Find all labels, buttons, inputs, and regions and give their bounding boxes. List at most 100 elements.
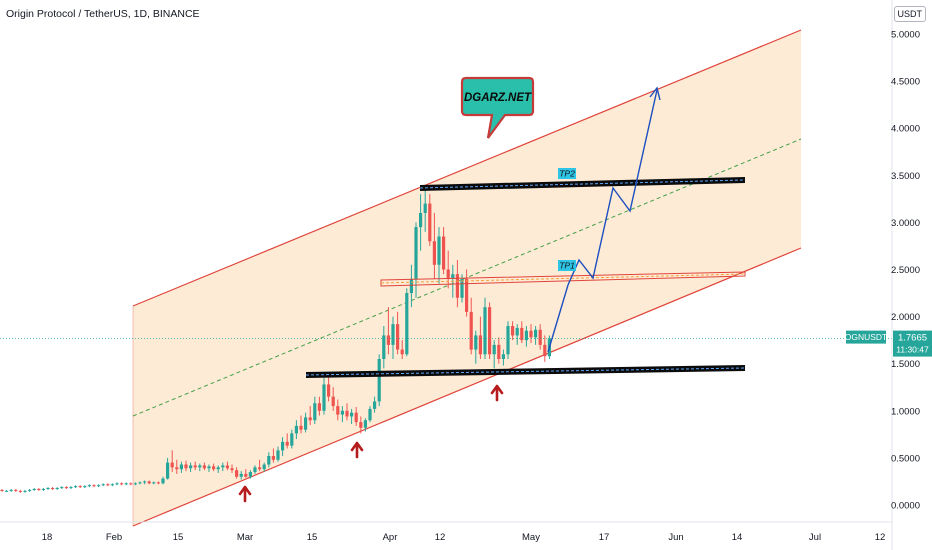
x-tick-label: 15 — [173, 532, 184, 543]
candle — [340, 406, 344, 423]
price-tag-countdown: 11:30:47 — [896, 345, 929, 355]
candle-body — [74, 486, 78, 488]
candle-body — [51, 488, 55, 490]
candle-body — [285, 441, 289, 446]
candle — [69, 486, 73, 489]
candle — [299, 415, 303, 434]
candle — [359, 416, 363, 434]
candle — [216, 465, 220, 473]
candle — [354, 407, 358, 426]
candle — [377, 354, 381, 407]
candle-body — [455, 274, 459, 298]
candle — [336, 399, 340, 421]
candle-body — [46, 488, 50, 490]
candle-body — [179, 464, 183, 470]
tp1-level — [380, 271, 746, 287]
candle — [14, 488, 18, 492]
support-level-center — [305, 367, 746, 376]
candle — [446, 250, 450, 289]
candle — [382, 326, 386, 369]
candle — [460, 274, 464, 303]
x-tick-label: Jun — [668, 532, 683, 543]
candle — [179, 461, 183, 473]
candle-body — [170, 462, 174, 468]
candle — [534, 326, 538, 345]
candle-body — [189, 465, 193, 469]
candle-body — [465, 278, 469, 312]
currency-button[interactable]: USDT — [893, 6, 926, 22]
candle — [442, 227, 446, 275]
candle-body — [60, 487, 64, 489]
x-tick-label: 14 — [732, 532, 743, 543]
candle — [524, 326, 528, 347]
candle-body — [207, 466, 211, 469]
candle — [87, 484, 91, 488]
support-level — [305, 365, 746, 378]
candle — [110, 483, 114, 487]
candle-body — [202, 465, 206, 469]
candle — [37, 488, 41, 491]
candle-body — [492, 344, 496, 355]
candle-body — [248, 472, 252, 477]
candle-body — [110, 484, 114, 486]
candle — [198, 463, 202, 472]
candle-body — [253, 467, 257, 473]
candle-body — [299, 425, 303, 430]
candle — [363, 418, 367, 432]
candle — [46, 487, 50, 490]
candle-body — [432, 241, 436, 265]
candle-body — [262, 464, 266, 470]
candle-body — [106, 484, 110, 486]
candle — [281, 437, 285, 457]
candle-body — [271, 456, 275, 460]
candle-body — [520, 327, 524, 341]
tp1-label-text: TP1 — [559, 261, 575, 271]
candle-body — [97, 485, 101, 487]
watermark-shape — [460, 76, 535, 139]
candle-body — [290, 433, 294, 446]
candle — [120, 482, 124, 486]
candle — [0, 488, 4, 492]
candle-body — [354, 412, 358, 423]
candle — [400, 340, 404, 359]
price-tag-value: 1.7665 — [898, 333, 927, 344]
candle — [267, 452, 271, 468]
candle-body — [308, 417, 312, 421]
candle — [331, 387, 335, 411]
candle-body — [437, 236, 441, 265]
candle — [23, 489, 27, 493]
candle-body — [317, 403, 321, 411]
x-tick-label: 12 — [875, 532, 886, 543]
candle-body — [538, 329, 542, 345]
candle — [419, 194, 423, 251]
tp2-level — [419, 177, 746, 191]
candle-body — [419, 212, 423, 228]
symbol-tag-text: OGNUSDT — [845, 332, 888, 342]
projection-path — [547, 89, 658, 353]
candle — [313, 396, 317, 424]
candle — [543, 335, 547, 362]
candle — [115, 482, 119, 486]
candle — [170, 450, 174, 473]
candle — [437, 227, 441, 284]
candle-body — [391, 324, 395, 345]
candle — [258, 459, 262, 472]
x-tick-label: 18 — [42, 532, 53, 543]
candle — [276, 446, 280, 462]
candle-body — [87, 485, 91, 487]
candle-body — [198, 465, 202, 468]
bounce-arrow — [238, 485, 252, 503]
projection-arrowhead — [649, 86, 661, 101]
candle — [423, 189, 427, 232]
candle-body — [474, 335, 478, 350]
candle-body — [506, 326, 510, 355]
candle-body — [281, 441, 285, 451]
candle-body — [327, 384, 331, 397]
candle-body — [483, 307, 487, 355]
x-tick-label: Mar — [237, 532, 253, 543]
candle — [405, 288, 409, 357]
candle-body — [225, 465, 229, 469]
candle-body — [235, 470, 239, 477]
